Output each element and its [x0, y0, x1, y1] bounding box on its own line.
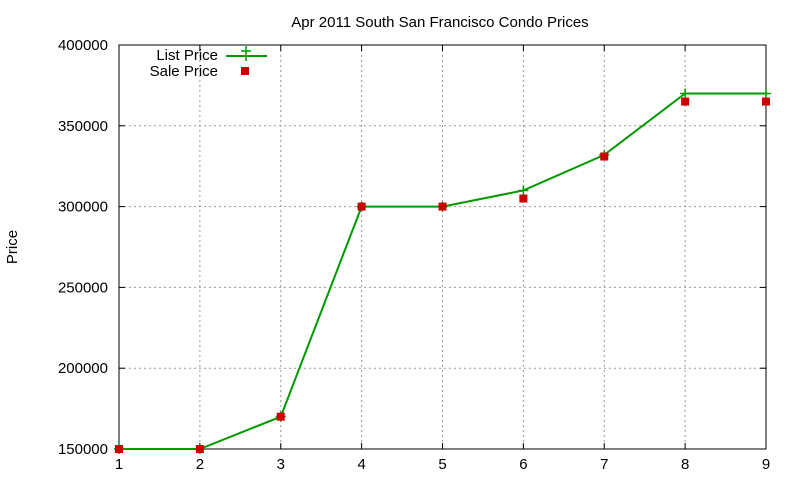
- grid: [119, 45, 766, 449]
- sale-price-point: [519, 194, 528, 203]
- x-tick-label: 1: [115, 456, 123, 473]
- legend-marker-list-price: [241, 46, 251, 61]
- chart-title: Apr 2011 South San Francisco Condo Price…: [291, 14, 588, 31]
- sale-price-point: [681, 97, 690, 106]
- x-tick-label: 3: [277, 456, 285, 473]
- x-tick-label: 8: [681, 456, 689, 473]
- sale-price-point: [438, 202, 447, 211]
- sale-price-point: [195, 445, 204, 453]
- x-tick-label: 6: [519, 456, 527, 473]
- sale-price-point: [762, 97, 770, 106]
- y-tick-label: 400000: [58, 37, 108, 54]
- y-tick-label: 200000: [58, 360, 108, 377]
- legend-label-sale-price: Sale Price: [150, 63, 218, 80]
- sale-price-point: [276, 412, 285, 421]
- legend-marker-sale-price: [241, 67, 249, 75]
- y-tick-label: 150000: [58, 441, 108, 458]
- x-tick-label: 9: [762, 456, 770, 473]
- x-tick-label: 4: [357, 456, 365, 473]
- x-tick-label: 7: [600, 456, 608, 473]
- x-tick-label: 2: [196, 456, 204, 473]
- sale-price-point: [115, 445, 123, 453]
- y-axis-label: Price: [4, 230, 21, 264]
- legend: List Price Sale Price: [150, 46, 267, 80]
- x-tick-label: 5: [438, 456, 446, 473]
- legend-label-list-price: List Price: [156, 47, 218, 64]
- y-tick-label: 300000: [58, 199, 108, 216]
- list-price-point: [680, 88, 691, 99]
- series-layer: [114, 88, 771, 454]
- list-price-point: [761, 88, 771, 99]
- y-tick-label: 250000: [58, 279, 108, 296]
- sale-price-point: [357, 202, 366, 211]
- y-tick-label: 350000: [58, 118, 108, 135]
- list-price-point: [518, 185, 529, 196]
- sale-price-point: [600, 152, 609, 161]
- axis-ticks: 1 2 3 4 5 6 7 8 9 150000 200000 250000 300000 350000 4…: [58, 37, 770, 473]
